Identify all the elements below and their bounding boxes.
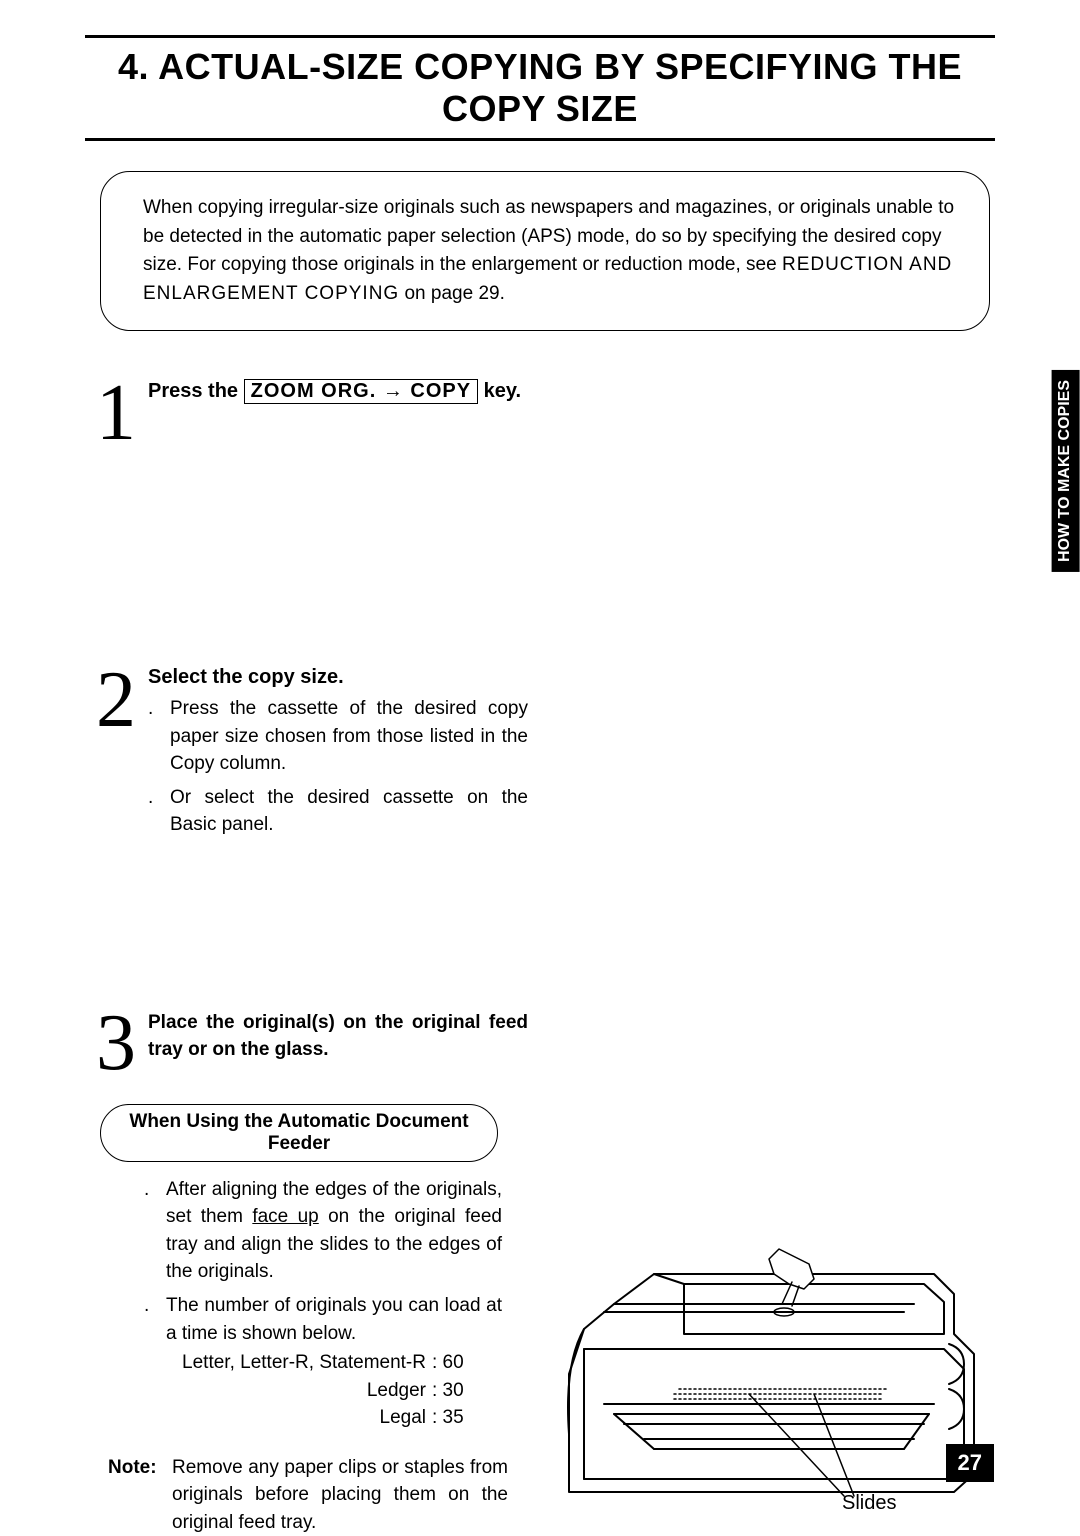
bullet-item: . The number of originals you can load a… — [144, 1292, 502, 1432]
bullet-marker: . — [144, 1292, 166, 1432]
bullet-item: . Or select the desired cassette on the … — [148, 784, 528, 839]
load-row: Legal : 35 — [166, 1404, 502, 1432]
note-text: Remove any paper clips or staples from o… — [172, 1454, 508, 1536]
step-3: 3 Place the original(s) on the original … — [100, 1009, 1080, 1064]
bullet-marker: . — [148, 695, 170, 778]
key-label: ZOOM ORG. → COPY — [244, 379, 478, 404]
feeder-diagram: Slides — [554, 1234, 986, 1517]
underlined-text: face up — [252, 1206, 318, 1227]
bullet-text: After aligning the edges of the original… — [166, 1176, 502, 1286]
bullet-text: Press the cassette of the desired copy p… — [170, 695, 528, 778]
page-title: 4. ACTUAL-SIZE COPYING BY SPECIFYING THE… — [85, 38, 995, 138]
subheading-box: When Using the Automatic Document Feeder — [100, 1104, 498, 1162]
step-number: 1 — [96, 379, 136, 447]
title-section: 4. ACTUAL-SIZE COPYING BY SPECIFYING THE… — [0, 0, 1080, 141]
bullet-item: . Press the cassette of the desired copy… — [148, 695, 528, 778]
load-row: Ledger : 30 — [166, 1377, 502, 1405]
intro-reference-suffix: on page 29. — [404, 283, 504, 304]
bullet-marker: . — [144, 1176, 166, 1286]
step-heading: Press the ZOOM ORG. → COPY key. — [148, 379, 1080, 404]
load-row: Letter, Letter-R, Statement-R : 60 — [166, 1349, 502, 1377]
load-value: : 30 — [432, 1377, 464, 1405]
step-number: 2 — [96, 666, 136, 734]
step-heading: Select the copy size. — [148, 666, 1080, 689]
load-list: Letter, Letter-R, Statement-R : 60 Ledge… — [166, 1349, 502, 1432]
step1-suffix: key. — [478, 380, 521, 402]
load-label: Letter, Letter-R, Statement-R — [166, 1349, 426, 1377]
slides-label: Slides — [842, 1492, 896, 1514]
step-1: 1 Press the ZOOM ORG. → COPY key. — [100, 379, 1080, 404]
title-rule-bottom — [85, 138, 995, 141]
step1-prefix: Press the — [148, 380, 244, 402]
bullet-marker: . — [148, 784, 170, 839]
note: Note: Remove any paper clips or staples … — [108, 1454, 508, 1536]
load-label: Ledger — [166, 1377, 426, 1405]
step-2: 2 Select the copy size. . Press the cass… — [100, 666, 1080, 839]
intro-box: When copying irregular-size originals su… — [100, 171, 990, 331]
load-value: : 35 — [432, 1404, 464, 1432]
bullet-item: . After aligning the edges of the origin… — [144, 1176, 502, 1286]
bullet-text: Or select the desired cassette on the Ba… — [170, 784, 528, 839]
step-number: 3 — [96, 1009, 136, 1077]
bullet-text: The number of originals you can load at … — [166, 1292, 502, 1432]
load-label: Legal — [166, 1404, 426, 1432]
step-body: . Press the cassette of the desired copy… — [148, 695, 528, 839]
load-value: : 60 — [432, 1349, 464, 1377]
page-number: 27 — [946, 1444, 994, 1482]
sub-body: . After aligning the edges of the origin… — [144, 1176, 502, 1432]
step-heading: Place the original(s) on the original fe… — [148, 1009, 528, 1064]
note-label: Note: — [108, 1454, 172, 1536]
